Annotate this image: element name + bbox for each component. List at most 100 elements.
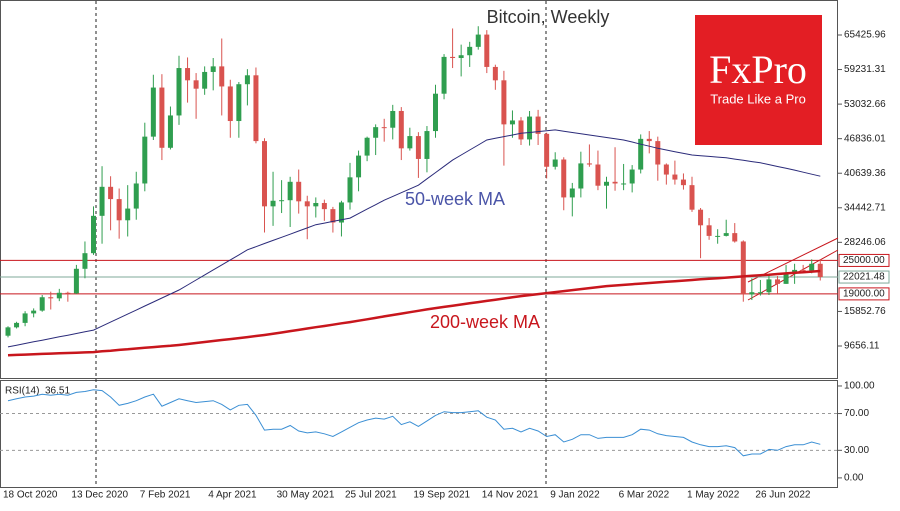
candle-body <box>253 75 259 142</box>
rsi-panel-frame <box>0 380 838 488</box>
candle-body <box>373 127 379 138</box>
candle-body <box>56 292 62 299</box>
candle-body <box>783 273 789 284</box>
candle-body <box>390 110 396 128</box>
y-tick-label: 9656.11 <box>844 341 880 352</box>
candle-body <box>227 86 233 122</box>
candle-body <box>330 209 336 223</box>
candle-body <box>561 159 567 198</box>
candle-body <box>638 138 644 170</box>
rsi-y-tick-label: 100.00 <box>844 381 875 392</box>
rsi-line <box>7 389 821 457</box>
candle-body <box>5 327 11 336</box>
candle-body <box>39 297 45 311</box>
candle-body <box>629 169 635 184</box>
candle-body <box>116 199 122 221</box>
candle-body <box>262 141 267 207</box>
level-label: 22021.48 <box>843 272 885 283</box>
rsi-last-value: 36.51 <box>45 386 70 397</box>
candle-body <box>31 310 37 314</box>
candle-body <box>612 181 618 184</box>
x-tick-label: 25 Jul 2021 <box>345 490 397 501</box>
candle-body <box>73 268 79 294</box>
candle-body <box>544 133 550 167</box>
level-label: 25000.00 <box>843 255 885 266</box>
candle-body <box>133 183 139 209</box>
candle-body <box>621 183 627 185</box>
candle-body <box>287 181 293 201</box>
candle-body <box>535 116 541 134</box>
candle-body <box>48 297 54 299</box>
x-tick-label: 30 May 2021 <box>277 490 335 501</box>
ma-line <box>7 269 821 357</box>
x-tick-label: 1 May 2022 <box>687 490 740 501</box>
candle-body <box>698 209 704 226</box>
ma-label: 200-week MA <box>430 312 540 332</box>
brand-slogan: Trade Like a Pro <box>710 91 806 106</box>
candle-body <box>433 93 438 132</box>
candle-body <box>270 200 276 207</box>
level-label-box <box>838 270 890 284</box>
candle-body <box>586 163 592 165</box>
y-tick-label: 53032.66 <box>844 99 886 110</box>
candle-body <box>663 164 669 175</box>
candle-body <box>364 137 370 156</box>
candle-body <box>99 186 105 216</box>
candle-body <box>475 34 481 47</box>
candle-body <box>236 84 242 122</box>
candle-body <box>484 34 490 67</box>
candle-body <box>800 269 806 271</box>
candle-body <box>740 241 746 295</box>
candle-body <box>492 66 498 81</box>
candle-body <box>527 116 533 140</box>
x-tick-label: 14 Nov 2021 <box>482 490 539 501</box>
candle-body <box>296 181 302 202</box>
candle-body <box>569 188 575 198</box>
candle-body <box>398 110 404 149</box>
candle-body <box>304 201 310 207</box>
rsi-y-tick-label: 70.00 <box>844 408 869 419</box>
candle-body <box>766 279 772 293</box>
candle-body <box>518 120 524 140</box>
candle-body <box>159 87 165 148</box>
candle-body <box>723 233 729 236</box>
candle-body <box>82 253 88 269</box>
candle-body <box>501 80 507 125</box>
candle-body <box>706 225 712 236</box>
y-tick-label: 65425.96 <box>844 30 886 41</box>
level-label-box <box>838 287 890 301</box>
rsi-y-tick-label: 0.00 <box>844 473 864 484</box>
candle-body <box>809 263 815 271</box>
y-tick-label: 34442.71 <box>844 202 886 213</box>
y-tick-label: 28246.06 <box>844 237 886 248</box>
candle-body <box>646 138 652 142</box>
candle-body <box>279 200 285 202</box>
candle-body <box>458 55 464 59</box>
candle-body <box>775 279 780 284</box>
ma-line <box>7 129 821 348</box>
candle-body <box>757 292 763 294</box>
x-tick-label: 7 Feb 2021 <box>140 490 191 501</box>
candle-body <box>467 46 473 56</box>
candle-body <box>91 215 96 254</box>
candle-body <box>407 136 413 149</box>
candle-body <box>193 80 199 89</box>
candle-body <box>176 68 182 116</box>
x-tick-label: 4 Apr 2021 <box>208 490 257 501</box>
y-tick-label: 46836.01 <box>844 133 886 144</box>
candle-body <box>338 202 344 223</box>
candle-body <box>655 141 661 165</box>
candle-body <box>150 87 156 137</box>
brand-box <box>695 15 822 145</box>
chart-title: Bitcoin, Weekly <box>487 7 610 27</box>
rsi-label: RSI(14) <box>5 386 39 397</box>
candle-body <box>749 292 755 295</box>
candle-body <box>424 131 430 159</box>
x-tick-label: 19 Sep 2021 <box>413 490 470 501</box>
candle-body <box>680 179 686 186</box>
price-panel-frame <box>0 0 838 379</box>
candle-body <box>210 66 216 72</box>
candle-body <box>185 68 191 81</box>
